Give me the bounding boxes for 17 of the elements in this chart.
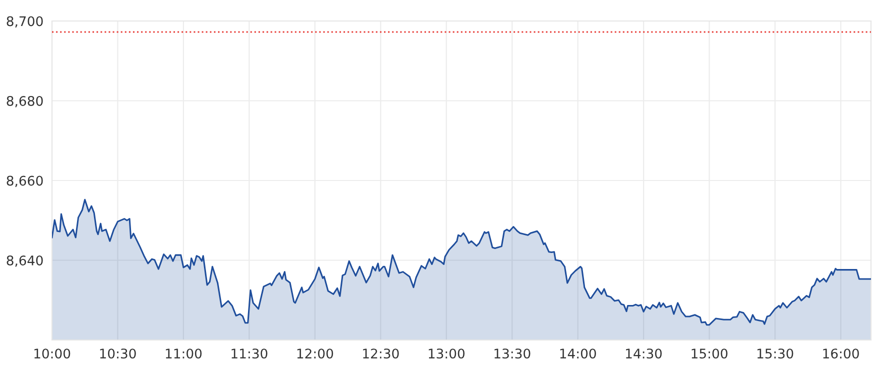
y-tick-label: 8,640 (6, 255, 43, 267)
x-tick-label: 14:00 (560, 348, 596, 359)
x-tick-label: 10:30 (100, 348, 136, 359)
x-tick-label: 11:30 (232, 348, 268, 359)
x-tick-label: 15:30 (757, 348, 794, 359)
x-tick-label: 10:00 (34, 348, 70, 359)
y-tick-label: 8,680 (6, 96, 43, 108)
y-tick-label: 8,660 (6, 176, 43, 188)
x-tick-label: 13:30 (494, 348, 530, 359)
x-tick-label: 12:30 (363, 348, 399, 359)
x-tick-label: 13:00 (428, 348, 465, 359)
x-tick-label: 15:00 (692, 348, 728, 359)
x-tick-label: 14:30 (626, 348, 662, 359)
y-tick-label: 8,700 (6, 16, 43, 28)
x-tick-label: 12:00 (297, 348, 334, 359)
x-tick-label: 16:00 (823, 348, 859, 359)
x-tick-label: 11:00 (166, 348, 202, 359)
